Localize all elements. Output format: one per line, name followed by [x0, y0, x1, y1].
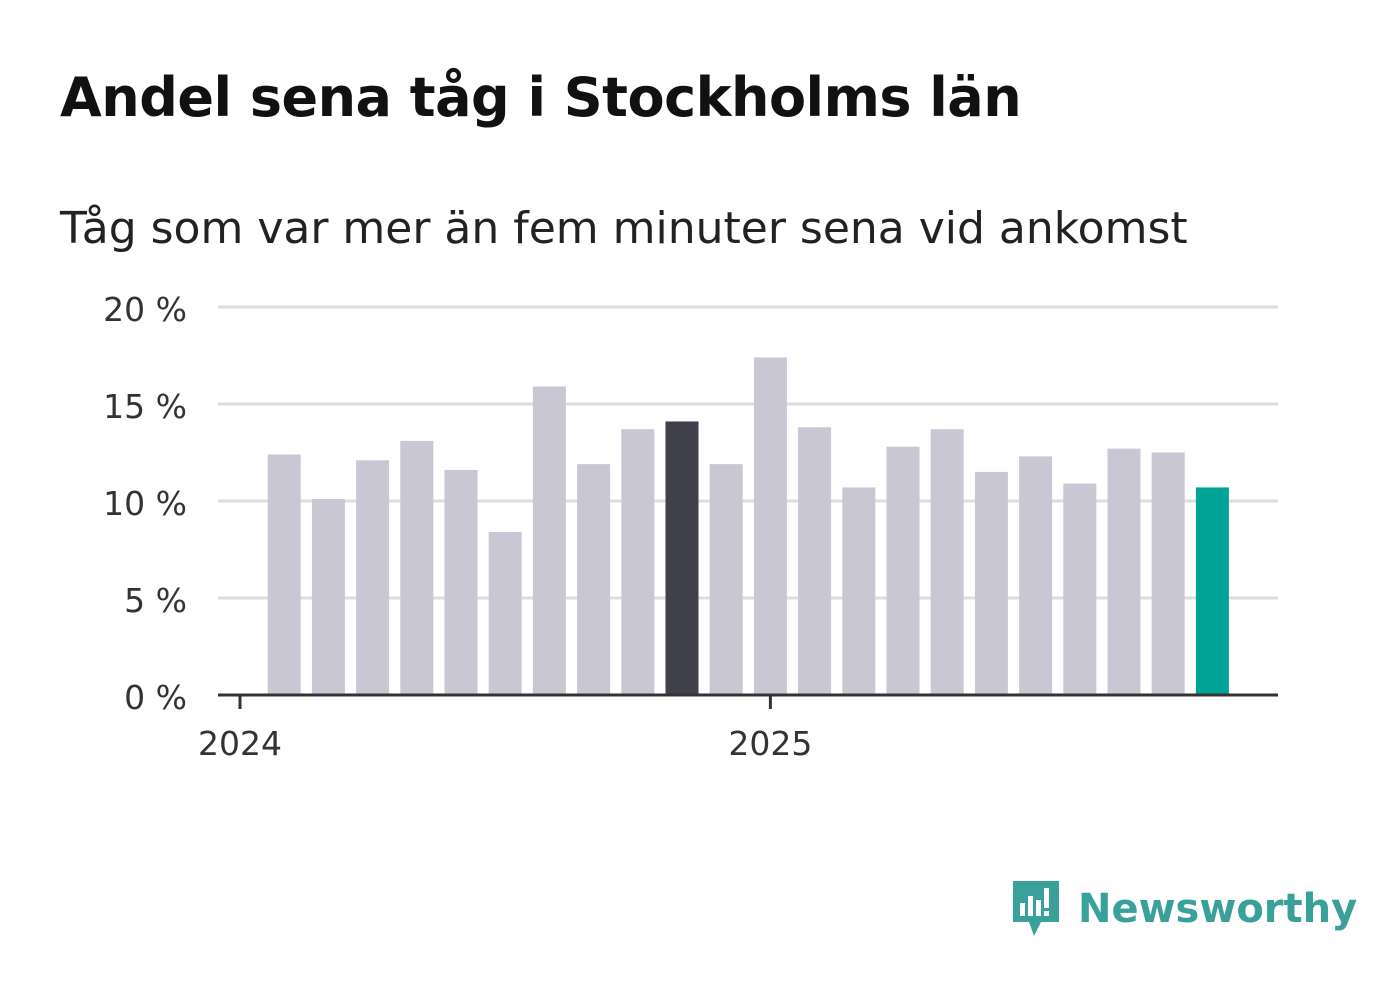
chart-title: Andel sena tåg i Stockholms län	[60, 66, 1022, 129]
y-tick-label: 20 %	[103, 290, 187, 329]
bar	[356, 460, 390, 695]
bar	[1063, 483, 1097, 695]
bar	[621, 429, 655, 695]
chart-subtitle: Tåg som var mer än fem minuter sena vid …	[60, 203, 1188, 254]
bar	[709, 464, 743, 695]
x-tick-label: 2025	[728, 724, 812, 763]
bar	[532, 386, 566, 695]
x-tick-label: 2024	[198, 724, 282, 763]
bars	[267, 357, 1229, 695]
bar	[886, 446, 920, 695]
bar	[974, 471, 1008, 695]
bar	[311, 499, 345, 695]
bar	[1195, 487, 1229, 695]
bar	[488, 532, 522, 695]
y-tick-label: 0 %	[124, 678, 187, 717]
bar	[842, 487, 876, 695]
bar	[577, 464, 611, 695]
axes: 0 % 5 % 10 % 15 % 20 % 2024 2025	[103, 290, 1278, 763]
bar	[1107, 448, 1141, 695]
bar	[753, 357, 787, 695]
bar	[798, 427, 832, 695]
bar	[930, 429, 964, 695]
y-tick-label: 15 %	[103, 387, 187, 426]
bar	[1151, 452, 1185, 695]
bar	[444, 469, 478, 695]
bar	[665, 421, 699, 695]
grid-lines	[218, 305, 1278, 600]
y-tick-label: 10 %	[103, 484, 187, 523]
bar	[1019, 456, 1053, 695]
brand-logo: Newsworthy	[1010, 878, 1357, 940]
bar	[400, 440, 434, 695]
newsworthy-logo-icon	[1013, 881, 1059, 936]
brand-name: Newsworthy	[1078, 886, 1358, 932]
bar-chart: 0 % 5 % 10 % 15 % 20 % 2024 2025	[103, 290, 1278, 763]
bar	[267, 454, 301, 695]
y-tick-label: 5 %	[124, 581, 187, 620]
